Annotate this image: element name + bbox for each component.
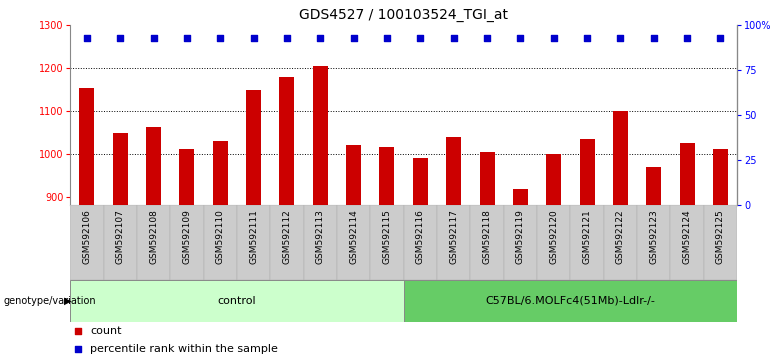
Bar xyxy=(504,205,537,280)
Point xyxy=(114,35,126,40)
Bar xyxy=(413,158,427,205)
Point xyxy=(381,35,393,40)
Text: GSM592122: GSM592122 xyxy=(616,209,625,264)
Point xyxy=(414,35,427,40)
Point xyxy=(548,35,560,40)
Text: GSM592118: GSM592118 xyxy=(483,209,491,264)
Point xyxy=(470,127,483,132)
Point xyxy=(480,35,493,40)
Bar xyxy=(437,205,470,280)
Point xyxy=(681,35,693,40)
Text: GSM592125: GSM592125 xyxy=(716,209,725,264)
Text: GSM592117: GSM592117 xyxy=(449,209,458,264)
Bar xyxy=(237,205,270,280)
Bar xyxy=(403,280,737,322)
Bar xyxy=(480,152,495,205)
Bar xyxy=(704,205,737,280)
Point xyxy=(281,35,293,40)
Bar xyxy=(713,149,728,205)
Bar xyxy=(637,205,670,280)
Bar xyxy=(346,145,361,205)
Text: genotype/variation: genotype/variation xyxy=(4,296,97,306)
Point xyxy=(714,35,727,40)
Point xyxy=(247,35,260,40)
Bar xyxy=(146,127,161,205)
Point xyxy=(314,35,327,40)
Bar xyxy=(170,205,204,280)
Text: GSM592120: GSM592120 xyxy=(549,209,558,264)
Point xyxy=(647,35,660,40)
Point xyxy=(470,292,483,297)
Text: GSM592111: GSM592111 xyxy=(249,209,258,264)
Text: GSM592113: GSM592113 xyxy=(316,209,324,264)
Bar xyxy=(570,205,604,280)
Bar xyxy=(370,205,403,280)
Bar xyxy=(70,280,403,322)
Bar xyxy=(80,88,94,205)
Text: GSM592124: GSM592124 xyxy=(682,209,692,264)
Bar xyxy=(613,111,628,205)
Bar xyxy=(604,205,637,280)
Bar xyxy=(580,139,594,205)
Text: ▶: ▶ xyxy=(64,296,72,306)
Bar xyxy=(546,154,561,205)
Point xyxy=(214,35,226,40)
Bar xyxy=(70,205,104,280)
Text: GSM592119: GSM592119 xyxy=(516,209,525,264)
Bar xyxy=(213,141,228,205)
Text: GSM592116: GSM592116 xyxy=(416,209,425,264)
Bar xyxy=(513,189,528,205)
Bar xyxy=(313,65,328,205)
Text: GSM592110: GSM592110 xyxy=(216,209,225,264)
Text: GSM592109: GSM592109 xyxy=(183,209,191,264)
Bar xyxy=(246,90,261,205)
Point xyxy=(448,35,460,40)
Bar xyxy=(470,205,504,280)
Bar xyxy=(403,205,437,280)
Point xyxy=(581,35,594,40)
Bar xyxy=(137,205,170,280)
Text: GSM592106: GSM592106 xyxy=(83,209,91,264)
Bar xyxy=(670,205,704,280)
Text: GSM592115: GSM592115 xyxy=(382,209,392,264)
Bar xyxy=(270,205,303,280)
Text: GSM592112: GSM592112 xyxy=(282,209,292,264)
Title: GDS4527 / 100103524_TGI_at: GDS4527 / 100103524_TGI_at xyxy=(300,8,508,22)
Text: GSM592108: GSM592108 xyxy=(149,209,158,264)
Bar xyxy=(179,149,194,205)
Bar xyxy=(337,205,370,280)
Bar xyxy=(279,77,294,205)
Text: count: count xyxy=(90,326,122,336)
Point xyxy=(181,35,193,40)
Bar xyxy=(446,137,461,205)
Bar xyxy=(537,205,570,280)
Bar xyxy=(679,143,694,205)
Point xyxy=(347,35,360,40)
Bar xyxy=(204,205,237,280)
Bar xyxy=(104,205,137,280)
Point xyxy=(147,35,160,40)
Point xyxy=(80,35,93,40)
Text: control: control xyxy=(218,296,257,306)
Text: C57BL/6.MOLFc4(51Mb)-Ldlr-/-: C57BL/6.MOLFc4(51Mb)-Ldlr-/- xyxy=(485,296,655,306)
Bar xyxy=(303,205,337,280)
Bar xyxy=(380,147,395,205)
Point xyxy=(514,35,526,40)
Text: GSM592114: GSM592114 xyxy=(349,209,358,264)
Bar xyxy=(647,167,661,205)
Text: GSM592121: GSM592121 xyxy=(583,209,591,264)
Point xyxy=(614,35,626,40)
Bar xyxy=(113,133,128,205)
Text: GSM592123: GSM592123 xyxy=(649,209,658,264)
Text: GSM592107: GSM592107 xyxy=(115,209,125,264)
Text: percentile rank within the sample: percentile rank within the sample xyxy=(90,344,278,354)
